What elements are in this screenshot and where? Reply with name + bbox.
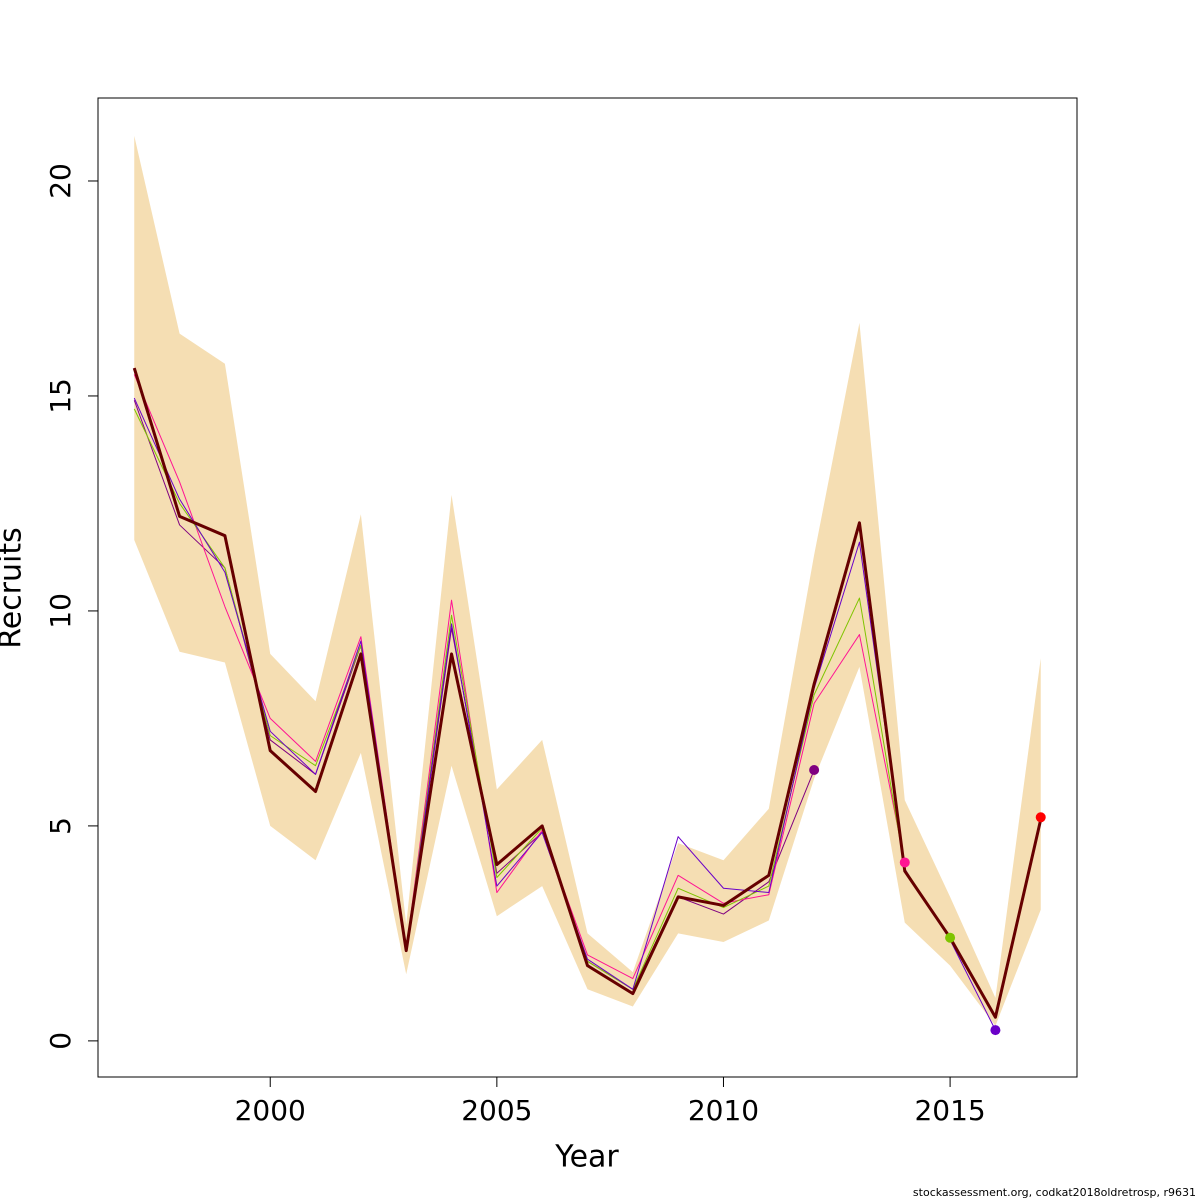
main-line <box>132 367 1043 1019</box>
footnote: stockassessment.org, codkat2018oldretros… <box>913 1186 1196 1199</box>
y-tick-label: 10 <box>44 593 77 629</box>
x-tick-label: 2015 <box>914 1094 985 1127</box>
plot-frame <box>97 97 1078 1078</box>
x-tick-label: 2000 <box>235 1094 306 1127</box>
retro-line <box>133 400 815 990</box>
x-tick-label: 2005 <box>461 1094 532 1127</box>
x-axis-label: Year <box>554 1140 619 1175</box>
y-tick-label: 20 <box>44 163 77 199</box>
y-tick-label: 5 <box>44 817 77 835</box>
confidence-band <box>134 135 1041 1026</box>
y-tick-label: 0 <box>44 1032 77 1050</box>
end-point <box>945 932 956 943</box>
retro-line <box>133 374 906 980</box>
x-tick-label: 2010 <box>688 1094 759 1127</box>
y-axis-label: Recruits <box>0 527 29 649</box>
end-point <box>899 857 910 868</box>
end-point <box>809 765 820 776</box>
end-point <box>990 1025 1001 1036</box>
end-point <box>1035 812 1046 823</box>
y-tick-label: 15 <box>44 378 77 414</box>
